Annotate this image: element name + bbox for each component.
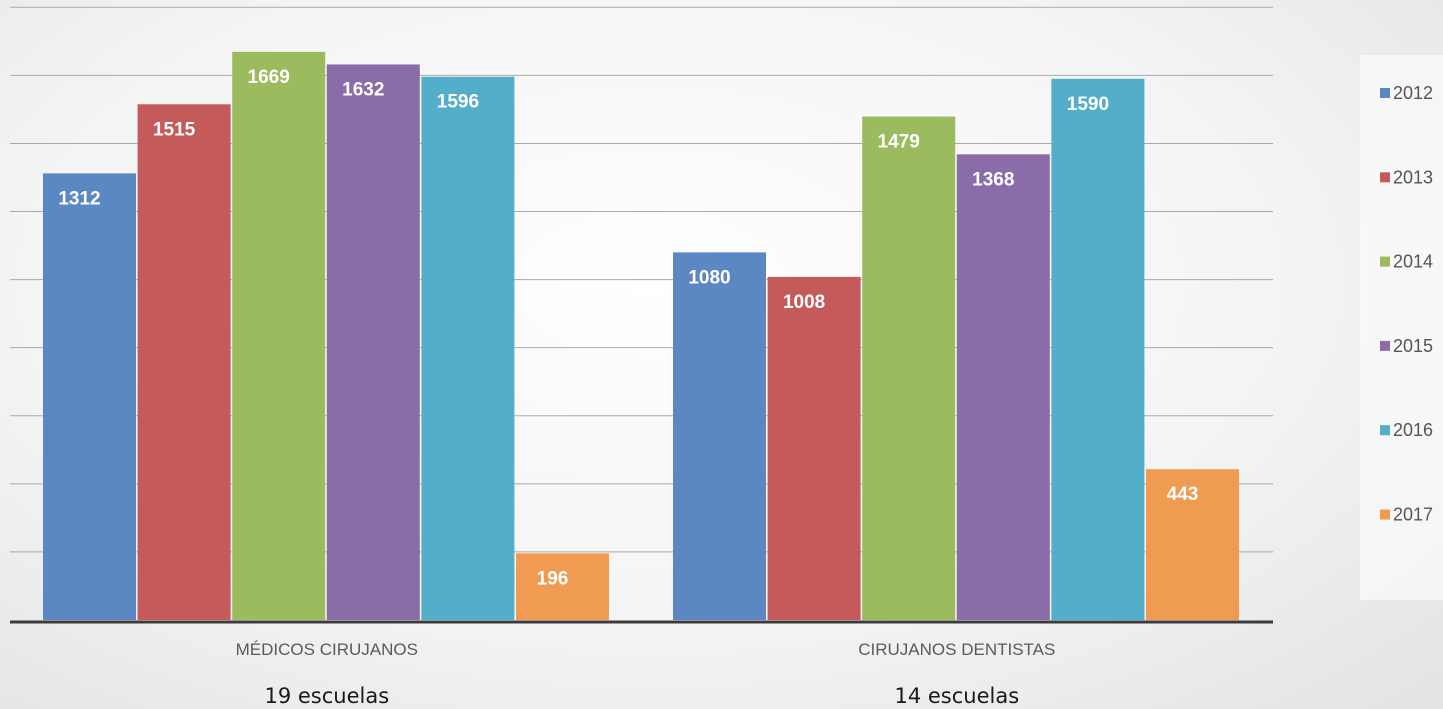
legend-swatch	[1380, 172, 1390, 183]
bar-2015-medicos	[326, 64, 420, 620]
category-sublabel: 14 escuelas	[894, 684, 1019, 708]
legend-label: 2016	[1393, 420, 1433, 440]
bar-2016-medicos	[421, 76, 515, 620]
data-label: 1596	[437, 92, 479, 113]
legend-label: 2013	[1393, 167, 1433, 187]
data-label: 1590	[1067, 94, 1109, 115]
data-label: 1669	[248, 67, 290, 88]
data-label: 1632	[342, 79, 384, 100]
data-label: 1008	[783, 292, 825, 313]
data-labels: 1312 1515 1669 1632 1596 196 1080 1008 1479 1368 1…	[58, 67, 1198, 589]
category-sublabel: 19 escuelas	[264, 684, 389, 708]
legend-label: 2017	[1393, 505, 1433, 525]
legend-label: 2015	[1393, 336, 1433, 356]
legend-swatch	[1380, 340, 1390, 351]
legend-label: 2012	[1393, 83, 1433, 103]
legend-swatch	[1380, 256, 1390, 267]
data-label: 1479	[878, 132, 920, 153]
bar-2014-medicos	[232, 51, 326, 621]
category-label: MÉDICOS CIRUJANOS	[236, 640, 418, 659]
bar-2012-dentistas	[673, 252, 766, 621]
bar-2017-medicos	[516, 553, 609, 620]
data-label: 1312	[58, 188, 100, 209]
category-label: CIRUJANOS DENTISTAS	[858, 640, 1055, 659]
bar-2013-dentistas	[767, 276, 861, 620]
bar-2016-dentistas	[1051, 78, 1145, 621]
data-label: 1515	[153, 119, 196, 140]
bar-2015-dentistas	[956, 154, 1050, 620]
bar-2013-medicos	[137, 104, 231, 620]
bars	[43, 51, 1239, 621]
data-label: 1368	[972, 169, 1014, 190]
data-label: 196	[537, 568, 569, 589]
legend-label: 2014	[1393, 252, 1433, 272]
category-labels: MÉDICOS CIRUJANOS 19 escuelas CIRUJANOS DE…	[236, 640, 1056, 708]
data-label: 443	[1167, 484, 1199, 505]
legend-swatch	[1380, 425, 1390, 436]
legend: 2012 2013 2014 2015 2016 2017	[1360, 55, 1443, 600]
legend-swatch	[1380, 88, 1390, 98]
legend-swatch	[1380, 509, 1390, 520]
bar-2017-dentistas	[1146, 469, 1239, 620]
bar-2012-medicos	[43, 173, 136, 620]
bar-2014-dentistas	[862, 116, 956, 620]
data-label: 1080	[688, 267, 730, 288]
legend-box	[1360, 55, 1443, 600]
